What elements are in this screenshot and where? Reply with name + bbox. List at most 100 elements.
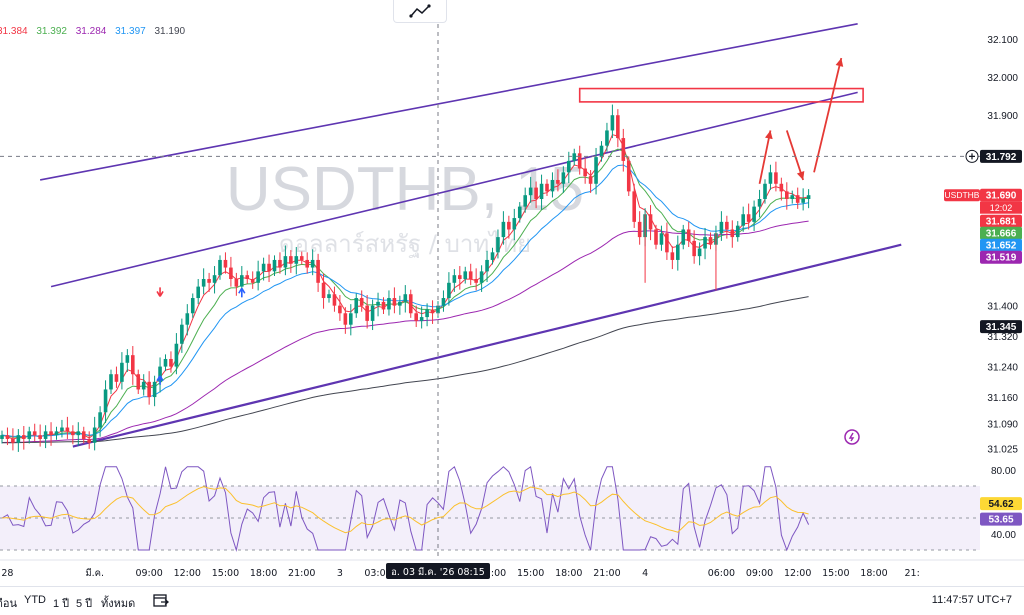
candle [81,426,86,444]
drawing-tool-button[interactable] [393,0,447,23]
price-label: 31.681 [980,214,1022,228]
price-tick-label: 32.000 [987,73,1018,84]
price-tick-label: 31.240 [987,363,1018,374]
time-axis[interactable]: 28 มี.ค. 09:00 12:00 15:00 18:00 21:00 3 03:00 09… [0,559,1024,579]
candle [229,256,233,287]
price-tick-label: 31.160 [987,393,1018,404]
candle [71,425,75,445]
candle [447,272,451,306]
crosshair-plus-icon[interactable] [965,149,979,163]
price-axis[interactable]: 32.100 32.000 31.900 31.400 31.320 31.240 31.1… [944,0,1024,586]
candle [354,293,359,318]
candle [294,246,299,275]
candle [757,189,762,218]
candle [305,252,309,274]
candle [16,429,21,452]
candle [479,265,484,292]
bottom-toolbar: เดือน YTD 1 ปี 5 ปี ทั้งหมด 11:47:57 UTC… [0,586,1024,615]
rsi-tick-label: 40.00 [991,530,1016,541]
candle [87,431,91,449]
price-tick-label: 31.025 [987,444,1018,455]
candle [370,299,375,331]
range-all-button[interactable]: ทั้งหมด [101,598,136,610]
candle [648,205,653,241]
candle [174,333,179,375]
candle [468,263,473,286]
candle [114,366,119,388]
candle [398,295,402,315]
time-tick-label: 21:00 [288,568,315,579]
candle [632,183,636,228]
candle [272,255,277,276]
projection-arrow[interactable] [785,130,805,181]
candle [414,305,418,327]
goto-date-icon[interactable] [152,591,170,612]
projection-arrow[interactable] [758,130,773,184]
price-label: 31.519 [980,250,1022,264]
candle [136,369,141,395]
price-label: 31.666 [980,226,1022,240]
indicator-value-5: 31.190 [154,26,186,37]
candle [485,250,489,283]
candle [550,172,555,198]
channel-line-middle[interactable] [50,91,858,288]
candle [310,249,315,276]
svg-text:อ. 03 มี.ค. '26 08:15: อ. 03 มี.ค. '26 08:15 [391,566,485,578]
candle [103,380,108,423]
candle [267,254,271,283]
time-tick-label: 12:00 [784,568,811,579]
candle [223,252,228,274]
candle [795,187,800,209]
user-drawings[interactable] [578,57,864,184]
candle [686,221,691,247]
time-tick-label: 03:00 [364,568,391,579]
range-5y-button[interactable]: 5 ปี [76,598,93,610]
signal-arrows [156,287,246,385]
channel-line-lower[interactable] [72,243,902,448]
svg-text:31.345: 31.345 [986,322,1017,333]
alert-icon[interactable] [844,429,860,445]
rsi-pane[interactable] [0,465,980,552]
candle [588,170,593,193]
time-tick-label: 09:00 [135,568,162,579]
channel-line-upper[interactable] [39,23,858,181]
candle [452,269,457,292]
time-tick-label: 4 [642,568,648,579]
candle [616,109,620,148]
rsi-line [1,465,810,552]
time-tick-label: 06:00 [708,568,735,579]
range-ytd-button[interactable]: YTD [24,594,46,606]
candle [190,293,195,318]
range-month-button[interactable]: เดือน [0,598,18,610]
price-tick-label: 31.090 [987,420,1018,431]
last-price-badge: USDTHB [944,189,980,202]
resistance-zone[interactable] [578,87,864,103]
candle [523,187,527,213]
time-tick-label: 21:00 [593,568,620,579]
candle [419,306,424,329]
price-label: 31.345 [980,320,1022,334]
candle [572,148,577,166]
trend-channel[interactable] [39,23,902,448]
svg-text:31.681: 31.681 [986,217,1017,228]
candle [212,266,217,294]
candle [316,253,320,292]
time-tick-label: 18:00 [555,568,582,579]
candle [517,202,522,223]
candle [703,227,707,260]
candle [131,346,135,385]
svg-text:31.666: 31.666 [986,229,1017,240]
candle [403,285,408,313]
range-1y-button[interactable]: 1 ปี [53,598,70,610]
candle [163,354,168,372]
candle [147,371,151,405]
candle [474,268,478,291]
candle [256,260,260,291]
candle [278,252,282,274]
candle [152,375,157,407]
candle [806,189,811,209]
svg-text:31.519: 31.519 [986,253,1017,264]
projection-arrow[interactable] [813,57,844,173]
candle [599,141,604,162]
